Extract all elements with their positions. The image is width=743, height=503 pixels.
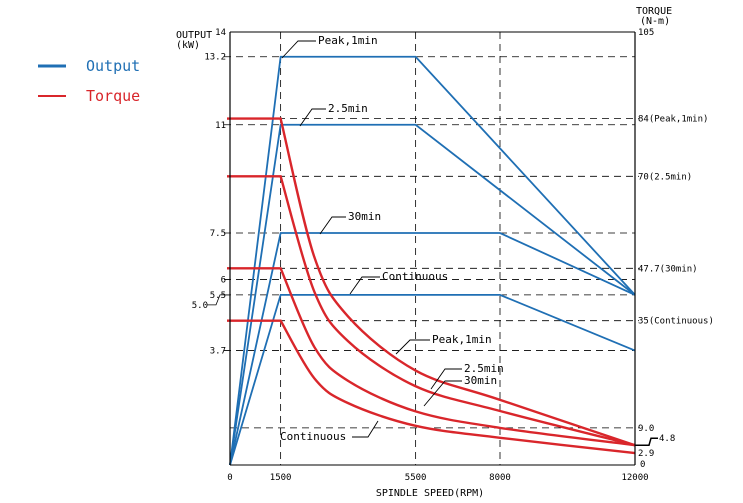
annot-output-continuous-leader bbox=[349, 276, 380, 295]
torque-curve-2 bbox=[230, 267, 636, 447]
annot-output-30min-leader bbox=[319, 216, 346, 235]
annot-torque-continuous-label: Continuous bbox=[280, 430, 346, 443]
y-right-tick-label: 4.8 bbox=[659, 434, 675, 444]
output-line-1 bbox=[229, 123, 636, 466]
y-right-tick-label: 47.7(30min) bbox=[638, 264, 698, 274]
x-tick-label-0: 0 bbox=[227, 473, 232, 483]
x-tick-label-12000: 12000 bbox=[621, 473, 648, 483]
x-axis-title: SPINDLE SPEED(RPM) bbox=[376, 488, 484, 499]
tick-labels: 0 1500 5500 8000 12000 14 13.2 11 7.5 6 5.55.0 3.7 1… bbox=[192, 28, 714, 483]
annot-output-continuous-label: Continuous bbox=[382, 270, 448, 283]
annot-output-2-5min-label: 2.5min bbox=[328, 102, 368, 115]
annot-torque-continuous-leader bbox=[352, 420, 379, 438]
annot-torque-2-5min-label: 2.5min bbox=[464, 362, 504, 375]
y-right-tick-label: 35(Continuous) bbox=[638, 317, 714, 327]
y-right-tick-label: 0 bbox=[640, 460, 645, 470]
torque-curve-1 bbox=[230, 175, 636, 447]
y-left-tick-label: 6 bbox=[221, 275, 226, 285]
annot-torque-peak-label: Peak,1min bbox=[432, 333, 492, 346]
annot-torque-peak-leader bbox=[395, 339, 430, 355]
tick-leader-5-0 bbox=[207, 294, 230, 306]
legend-output-label: Output bbox=[86, 57, 140, 75]
plot-frame bbox=[229, 31, 636, 466]
legend-torque-label: Torque bbox=[86, 87, 140, 105]
annot-output-peak-leader bbox=[281, 40, 316, 59]
y-right-tick-label: 105 bbox=[638, 28, 654, 38]
y-right-tick-label: 9.0 bbox=[638, 424, 654, 434]
annot-output-30min-label: 30min bbox=[348, 210, 381, 223]
annot-torque-30min-leader bbox=[423, 380, 462, 407]
y-axis-right-title-line2: (N-m) bbox=[640, 16, 670, 27]
annot-output-peak-label: Peak,1min bbox=[318, 34, 378, 47]
torque-curve-3 bbox=[230, 319, 636, 455]
torque-curve-0 bbox=[230, 117, 636, 447]
annot-torque-2-5min-leader bbox=[430, 368, 462, 390]
y-left-tick-label: 5.5 bbox=[210, 291, 226, 301]
y-left-tick-label: 5.0 bbox=[192, 301, 208, 311]
series-lines bbox=[227, 55, 636, 466]
tick-leader-4-8 bbox=[635, 437, 658, 446]
y-left-tick-label: 11 bbox=[215, 121, 226, 131]
output-line-0 bbox=[229, 55, 636, 466]
y-left-tick-label: 14 bbox=[215, 28, 226, 38]
output-line-2 bbox=[229, 232, 636, 466]
y-right-tick-label: 84(Peak,1min) bbox=[638, 115, 708, 125]
legend: Output Torque bbox=[38, 57, 140, 105]
x-tick-label-5500: 5500 bbox=[405, 473, 427, 483]
y-left-tick-label: 7.5 bbox=[210, 229, 226, 239]
x-tick-label-8000: 8000 bbox=[489, 473, 511, 483]
y-axis-left-title-line1: OUTPUT bbox=[176, 30, 212, 41]
grid-lines bbox=[224, 32, 639, 465]
output-line-3 bbox=[229, 293, 636, 466]
y-axis-left-title-line2: (kW) bbox=[176, 40, 200, 51]
y-axis-right-title-line1: TORQUE bbox=[636, 6, 672, 17]
curve-annotations: Peak,1min2.5min30minContinuousPeak,1min2… bbox=[280, 34, 504, 443]
annot-torque-30min-label: 30min bbox=[464, 374, 497, 387]
x-tick-label-1500: 1500 bbox=[270, 473, 292, 483]
y-left-tick-label: 3.7 bbox=[210, 347, 226, 357]
y-left-tick-label: 13.2 bbox=[204, 53, 226, 63]
y-right-tick-label: 2.9 bbox=[638, 449, 654, 459]
y-right-tick-label: 70(2.5min) bbox=[638, 172, 692, 182]
annot-output-2-5min-leader bbox=[299, 108, 326, 127]
